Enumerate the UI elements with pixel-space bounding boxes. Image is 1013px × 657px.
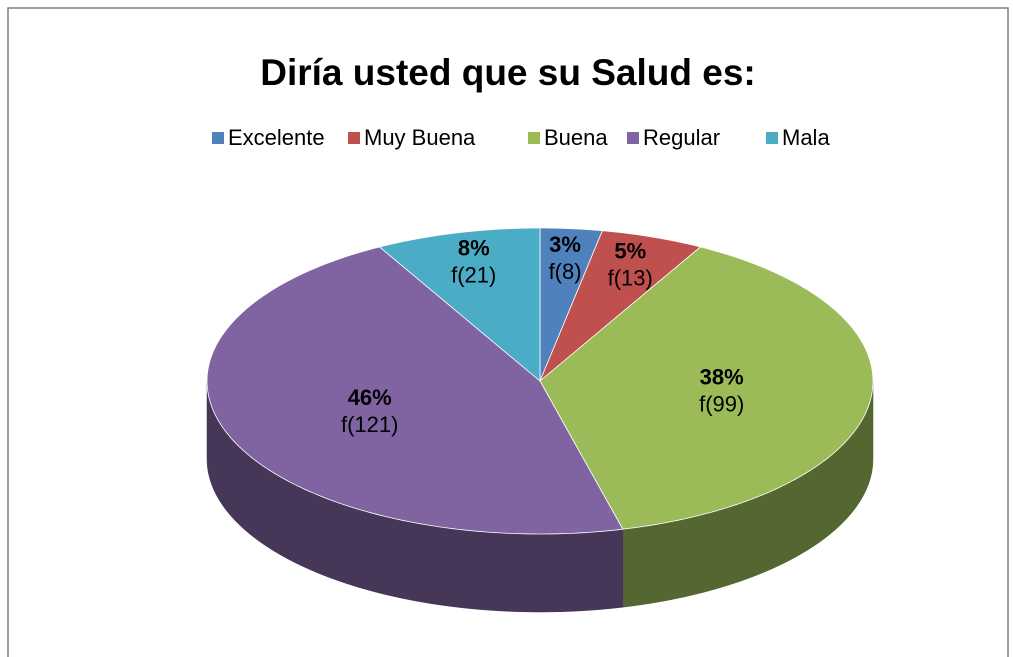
frequency-label: f(121) [341, 412, 398, 437]
legend-label: Mala [782, 125, 830, 150]
data-label: 3% [549, 232, 581, 257]
data-label: 46% [348, 385, 392, 410]
slice [539, 230, 702, 382]
legend-swatch [528, 132, 540, 144]
frequency-label: f(8) [549, 259, 582, 284]
data-label: 5% [614, 239, 646, 264]
legend-swatch [348, 132, 360, 144]
frequency-label: f(21) [451, 262, 496, 287]
legend-label: Buena [544, 125, 608, 150]
frequency-label: f(13) [608, 266, 653, 291]
slice [206, 246, 624, 613]
slice [378, 227, 541, 382]
legend-label: Excelente [228, 125, 325, 150]
chart-title: Diría usted que su Salud es: [260, 52, 756, 93]
frequency-label: f(99) [699, 391, 744, 416]
legend-swatch [627, 132, 639, 144]
legend-label: Muy Buena [364, 125, 476, 150]
slice-top [378, 227, 541, 382]
slice-top [539, 246, 874, 530]
legend-swatch [212, 132, 224, 144]
data-label: 38% [700, 364, 744, 389]
legend-label: Regular [643, 125, 720, 150]
legend-swatch [766, 132, 778, 144]
data-label: 8% [458, 235, 490, 260]
slice-top [206, 246, 624, 535]
slice-top [539, 230, 702, 382]
slice [539, 246, 874, 608]
